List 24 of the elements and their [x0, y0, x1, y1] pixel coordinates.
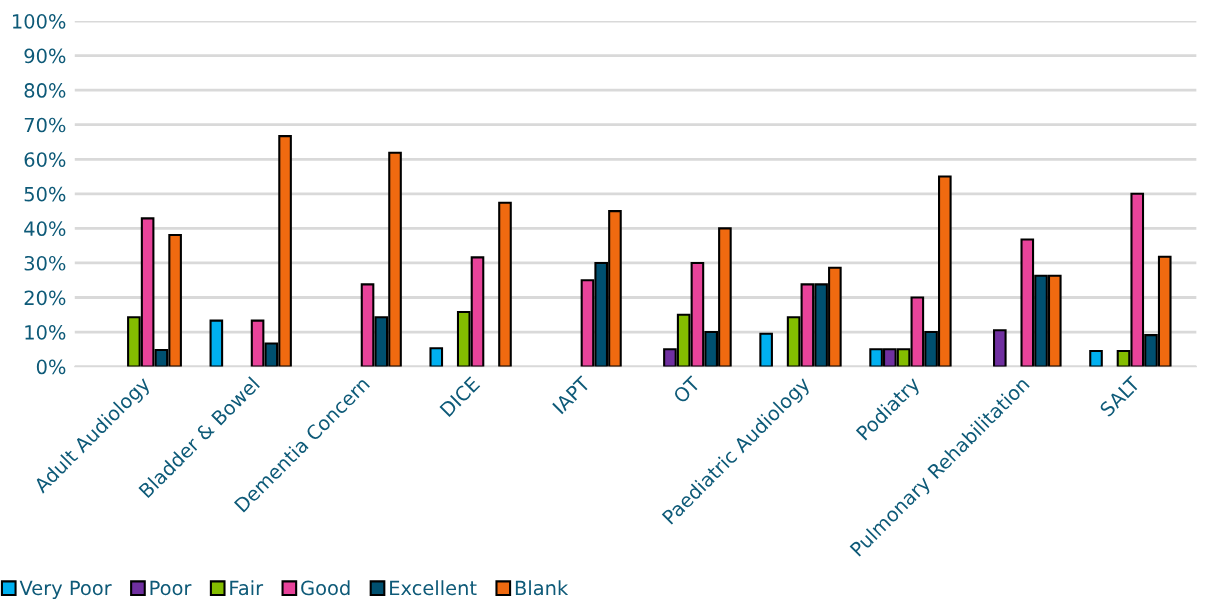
bar	[992, 329, 1007, 367]
legend-label: Poor	[150, 580, 192, 596]
y-tick-label: 60%	[24, 152, 66, 167]
bar	[209, 319, 224, 367]
y-tick-label: 0%	[36, 359, 66, 375]
y-tick-label: 10%	[25, 325, 66, 340]
bar	[759, 332, 773, 367]
y-tick-label: 30%	[24, 255, 66, 271]
legend-label: Blank	[515, 580, 569, 596]
y-tick-label: 100%	[12, 13, 66, 29]
y-tick-label: 50%	[24, 186, 66, 202]
y-tick-label: 90%	[24, 48, 66, 64]
legend-label: Very Poor	[19, 580, 112, 600]
legend-label: Fair	[230, 580, 264, 596]
y-tick-label: 20%	[24, 290, 66, 306]
y-tick-label: 80%	[24, 83, 66, 98]
legend-label: Good	[301, 580, 350, 596]
bar	[498, 201, 512, 367]
bar	[1089, 350, 1103, 367]
y-tick-label: 40%	[24, 221, 66, 237]
y-tick-label: 70%	[24, 117, 66, 133]
x-tick-label: OT	[672, 375, 702, 405]
legend-label: Excellent	[390, 580, 477, 596]
bar	[429, 347, 444, 367]
